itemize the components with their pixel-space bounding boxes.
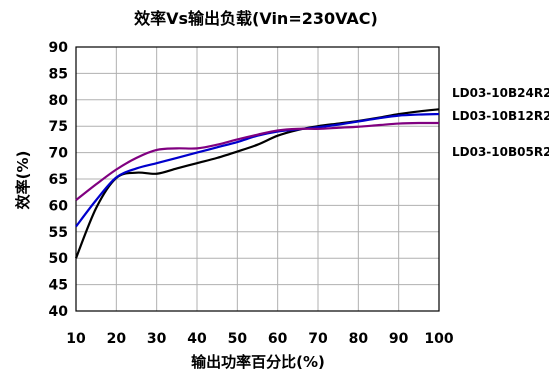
y-tick-label: 75 xyxy=(49,119,68,135)
y-tick-label: 85 xyxy=(49,66,68,82)
plot-frame xyxy=(75,46,440,312)
y-tick-label: 70 xyxy=(49,146,69,162)
x-tick-label: 90 xyxy=(389,331,409,347)
x-tick-label: 80 xyxy=(349,331,369,347)
legend: LD03-10B24R2 LD03-10B12R2 LD03-10B05R2 xyxy=(452,86,549,159)
x-tick-label: 100 xyxy=(424,331,453,347)
x-axis-label: 输出功率百分比(%) xyxy=(191,353,325,371)
x-tick-label: 40 xyxy=(187,331,207,347)
x-axis-ticks: 10 20 30 40 50 60 70 80 90 100 xyxy=(66,331,454,347)
x-tick-label: 60 xyxy=(268,331,288,347)
y-tick-label: 90 xyxy=(49,40,69,56)
y-tick-label: 55 xyxy=(49,225,68,241)
x-tick-label: 70 xyxy=(308,331,328,347)
y-tick-label: 60 xyxy=(49,198,69,214)
x-tick-label: 50 xyxy=(228,331,248,347)
legend-entry: LD03-10B24R2 xyxy=(452,86,549,100)
x-tick-label: 20 xyxy=(107,331,127,347)
series-lines xyxy=(74,108,440,259)
x-tick-label: 10 xyxy=(66,331,86,347)
y-axis-label: 效率(%) xyxy=(14,151,32,210)
y-axis-ticks: 40 45 50 55 60 65 70 75 80 85 90 xyxy=(49,40,69,320)
legend-entry: LD03-10B05R2 xyxy=(452,145,549,159)
chart-title: 效率Vs输出负载(Vin=230VAC) xyxy=(134,9,378,28)
y-tick-label: 50 xyxy=(49,251,69,267)
series-line-LD03-10B05R2 xyxy=(75,121,440,201)
y-tick-label: 80 xyxy=(49,93,69,109)
x-tick-label: 30 xyxy=(147,331,167,347)
y-tick-label: 45 xyxy=(49,278,68,294)
y-tick-label: 65 xyxy=(49,172,68,188)
legend-entry: LD03-10B12R2 xyxy=(452,109,549,123)
y-tick-label: 40 xyxy=(49,304,69,320)
